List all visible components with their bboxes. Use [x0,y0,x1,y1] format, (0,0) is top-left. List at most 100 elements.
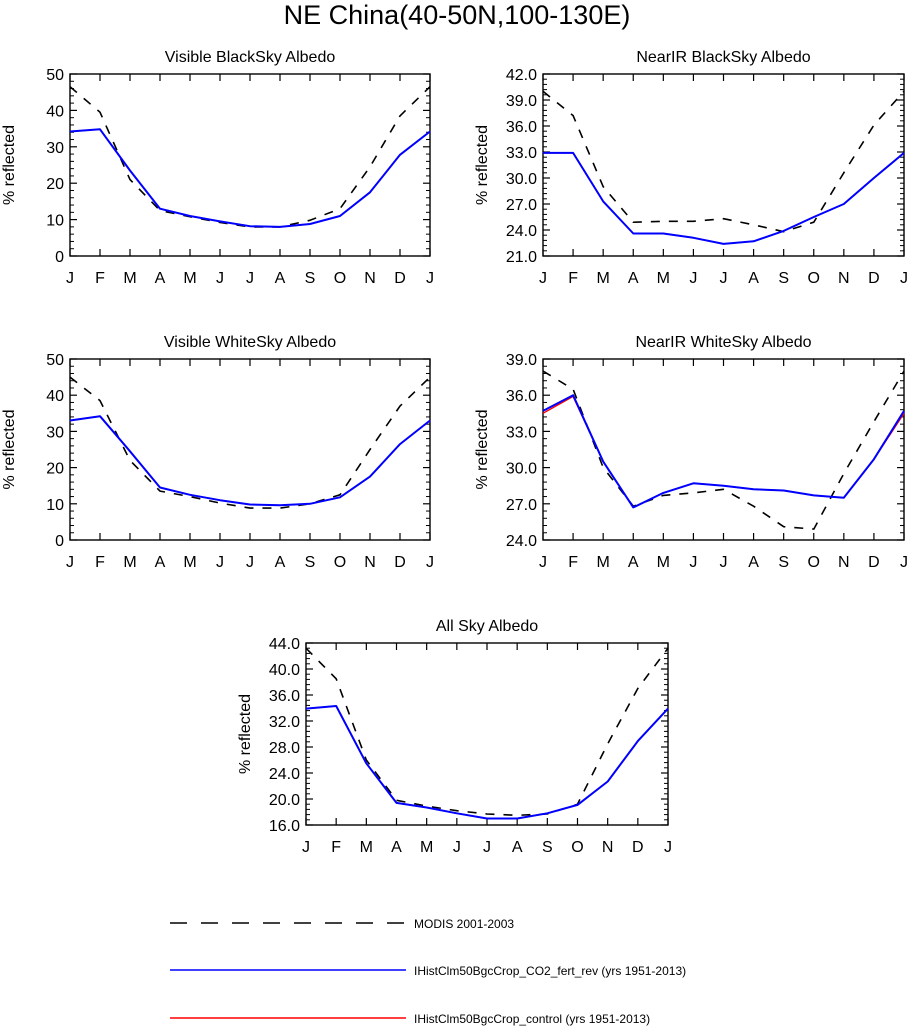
legend-item: MODIS 2001-2003 [170,917,514,931]
x-tick-label: M [597,554,610,571]
y-tick-label: 33.0 [506,424,537,441]
y-tick-label: 40 [46,103,64,120]
series-line-co2-fert-rev [69,415,431,507]
x-tick-label: O [808,270,820,287]
y-tick-label: 44.0 [269,636,300,653]
x-tick-label: F [95,270,105,287]
x-tick-label: J [453,839,461,856]
y-tick-label: 16.0 [269,818,300,835]
y-tick-label: 42.0 [506,67,537,84]
x-tick-label: S [778,270,789,287]
y-tick-label: 30 [46,424,64,441]
y-tick-label: 50 [46,352,64,369]
y-tick-label: 27.0 [506,197,537,214]
y-tick-label: 50 [46,67,64,84]
x-tick-label: D [868,554,880,571]
x-tick-label: J [720,270,728,287]
x-tick-label: J [900,554,908,571]
legend-label: IHistClm50BgcCrop_control (yrs 1951-2013… [414,1012,650,1026]
x-tick-label: F [331,839,341,856]
series-line-modis [542,370,905,530]
y-tick-label: 20.0 [269,792,300,809]
y-axis-label: % reflected [474,409,491,489]
series-line-co2-fert-rev [543,151,905,245]
y-tick-label: 20 [46,176,64,193]
x-tick-label: A [155,554,166,571]
y-tick-label: 30.0 [506,171,537,188]
x-tick-label: F [568,270,578,287]
x-tick-label: M [657,270,670,287]
x-tick-label: M [123,270,136,287]
x-tick-label: F [95,554,105,571]
x-tick-label: S [305,554,316,571]
x-tick-label: N [364,270,376,287]
y-tick-label: 39.0 [506,93,537,110]
plot-frame [305,642,669,826]
x-tick-label: J [66,554,74,571]
x-tick-label: N [364,554,376,571]
y-tick-label: 10 [46,213,64,230]
y-axis-label: % reflected [1,125,18,205]
x-tick-label: O [334,270,346,287]
panel-title: NearIR WhiteSky Albedo [635,334,811,351]
y-tick-label: 24.0 [269,766,300,783]
x-tick-label: J [900,270,908,287]
panel-title: Visible WhiteSky Albedo [164,334,336,351]
series-line-modis [69,376,431,509]
legend-item: IHistClm50BgcCrop_control (yrs 1951-2013… [170,1012,650,1026]
y-axis-label: % reflected [1,409,18,489]
x-tick-label: N [838,270,850,287]
y-tick-label: 21.0 [506,249,537,266]
x-tick-label: S [542,839,553,856]
x-tick-label: N [602,839,614,856]
series-line-co2-fert-rev [69,128,431,228]
x-tick-label: F [568,554,578,571]
panel-title: NearIR BlackSky Albedo [636,49,810,66]
x-tick-label: A [628,554,639,571]
x-tick-label: M [597,270,610,287]
y-tick-label: 0 [55,249,64,266]
x-tick-label: M [420,839,433,856]
x-tick-label: M [183,270,196,287]
y-tick-label: 24.0 [506,533,537,550]
series-line-co2-fert-rev [542,394,905,509]
legend-label: IHistClm50BgcCrop_CO2_fert_rev (yrs 1951… [414,964,686,978]
x-tick-label: A [628,270,639,287]
series-line-modis [69,86,431,228]
legend: MODIS 2001-2003 IHistClm50BgcCrop_CO2_fer… [170,917,686,1026]
x-tick-label: M [123,554,136,571]
y-tick-label: 0 [55,533,64,550]
y-tick-label: 36.0 [506,388,537,405]
legend-label: MODIS 2001-2003 [414,917,514,931]
series-line-control [69,128,431,228]
y-axis-label: % reflected [237,694,254,774]
panel-title: Visible BlackSky Albedo [165,49,336,66]
series-line-control [305,705,669,820]
y-tick-label: 10 [46,497,64,514]
x-tick-label: A [748,270,759,287]
x-tick-label: A [155,270,166,287]
x-tick-label: J [664,839,672,856]
legend-item: IHistClm50BgcCrop_CO2_fert_rev (yrs 1951… [170,964,686,978]
x-tick-label: J [720,554,728,571]
panel-3: Visible WhiteSky Albedo % reflected 0 10 20 3… [1,334,434,571]
x-tick-label: A [275,554,286,571]
y-tick-label: 30 [46,140,64,157]
y-tick-label: 36.0 [506,119,537,136]
x-tick-label: S [305,270,316,287]
x-tick-label: D [632,839,644,856]
y-tick-label: 36.0 [269,688,300,705]
y-tick-label: 39.0 [506,352,537,369]
x-tick-label: J [539,270,547,287]
x-tick-label: J [66,270,74,287]
x-tick-label: A [391,839,402,856]
x-tick-label: J [246,554,254,571]
panel-5: All Sky Albedo % reflected 16.0 20.0 24.0 28.… [237,618,672,856]
x-tick-label: D [394,554,406,571]
x-tick-label: J [426,554,434,571]
x-tick-label: A [275,270,286,287]
figure-title: NE China(40-50N,100-130E) [284,0,631,30]
x-tick-label: J [302,839,310,856]
panel-title: All Sky Albedo [436,618,538,635]
